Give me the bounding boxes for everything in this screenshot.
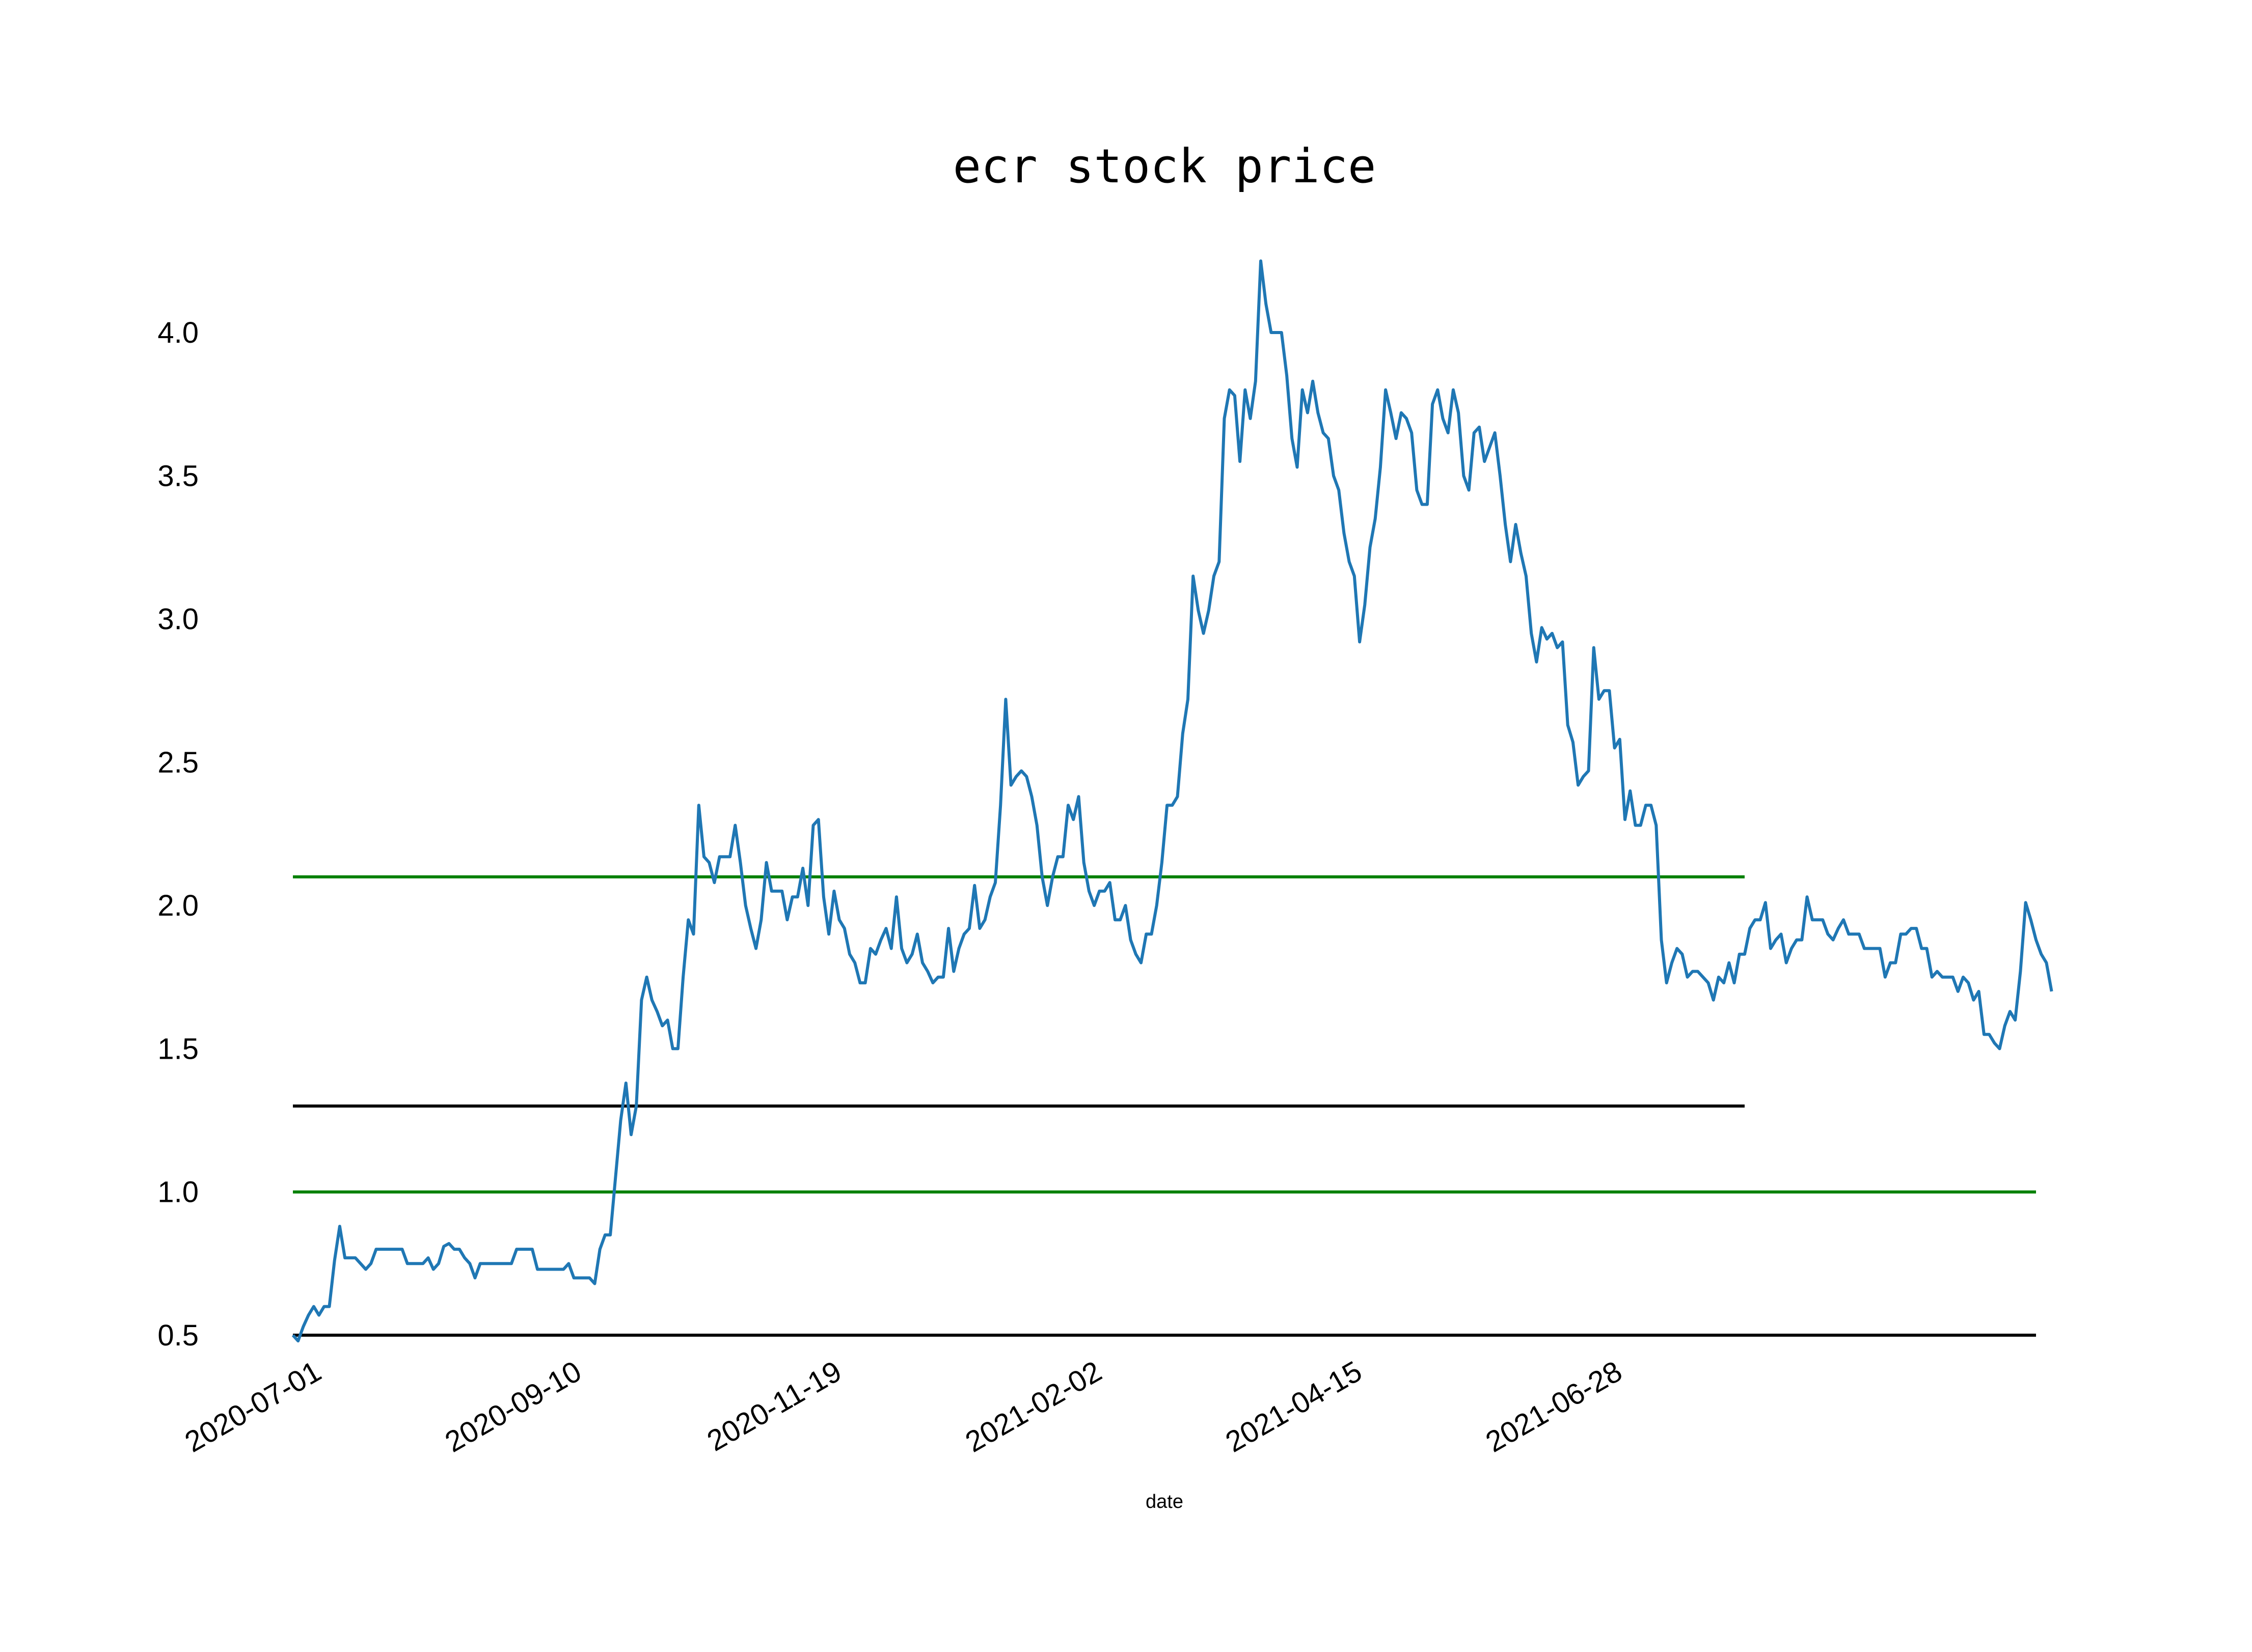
series-group	[291, 259, 2053, 1343]
y-tick-label: 4.0	[157, 316, 199, 349]
y-tick-label: 1.0	[157, 1176, 199, 1209]
y-tick-label: 2.0	[157, 889, 199, 922]
y-tick-label: 3.5	[157, 459, 199, 492]
y-tick-label: 2.5	[157, 746, 199, 779]
y-tick-label: 1.5	[157, 1032, 199, 1065]
y-tick-label: 0.5	[157, 1319, 199, 1352]
horizontal-reference-lines	[293, 875, 2036, 1337]
y-axis-tick-labels: 0.5 1.0 1.5 2.0 2.5 3.0 3.5 4.0	[157, 316, 199, 1352]
chart-title: ecr stock price	[953, 139, 1376, 194]
x-axis-label: date	[1146, 1491, 1183, 1512]
y-tick-label: 3.0	[157, 603, 199, 636]
price-series-line	[291, 259, 2053, 1343]
